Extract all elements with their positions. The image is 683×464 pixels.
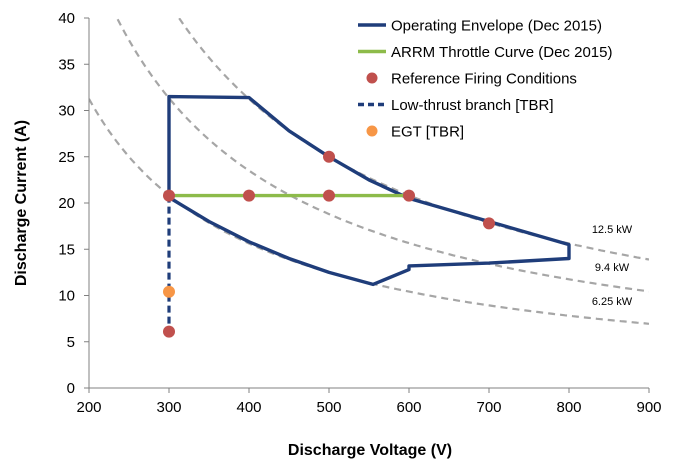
y-axis-title: Discharge Current (A)	[13, 120, 30, 286]
legend-label: EGT [TBR]	[391, 124, 464, 141]
power-curve-label: 12.5 kW	[592, 224, 633, 236]
y-tick-label: 20	[58, 195, 75, 212]
y-tick-label: 5	[67, 334, 75, 351]
legend-label: ARRM Throttle Curve (Dec 2015)	[391, 44, 612, 61]
legend: Operating Envelope (Dec 2015) ARRM Thrott…	[358, 18, 612, 141]
legend-label: Low-thrust branch [TBR]	[391, 97, 554, 114]
data-point	[243, 190, 255, 202]
x-axis-title: Discharge Voltage (V)	[288, 442, 452, 459]
x-tick-label: 400	[236, 399, 261, 416]
x-tick-label: 700	[476, 399, 501, 416]
y-tick-label: 30	[58, 103, 75, 120]
data-point	[323, 190, 335, 202]
series-line	[169, 97, 569, 285]
y-tick-label: 10	[58, 288, 75, 305]
x-tick-label: 600	[396, 399, 421, 416]
data-point	[483, 217, 495, 229]
legend-label: Reference Firing Conditions	[391, 71, 577, 88]
points-layer	[163, 151, 495, 338]
x-tick-label: 500	[316, 399, 341, 416]
legend-swatch-marker	[367, 126, 378, 137]
power-curve-label: 9.4 kW	[595, 262, 630, 274]
power-curve-label: 6.25 kW	[592, 296, 633, 308]
y-tick-label: 15	[58, 241, 75, 258]
data-point	[163, 286, 175, 298]
y-tick-label: 40	[58, 10, 75, 27]
legend-swatch-marker	[367, 73, 378, 84]
data-point	[163, 326, 175, 338]
data-point	[163, 190, 175, 202]
x-tick-label: 800	[556, 399, 581, 416]
x-tick-label: 900	[636, 399, 661, 416]
x-tick-label: 300	[156, 399, 181, 416]
y-tick-label: 35	[58, 56, 75, 73]
y-tick-label: 25	[58, 149, 75, 166]
y-tick-label: 0	[67, 380, 75, 397]
x-tick-label: 200	[76, 399, 101, 416]
data-point	[323, 151, 335, 163]
data-point	[403, 190, 415, 202]
legend-label: Operating Envelope (Dec 2015)	[391, 18, 602, 35]
